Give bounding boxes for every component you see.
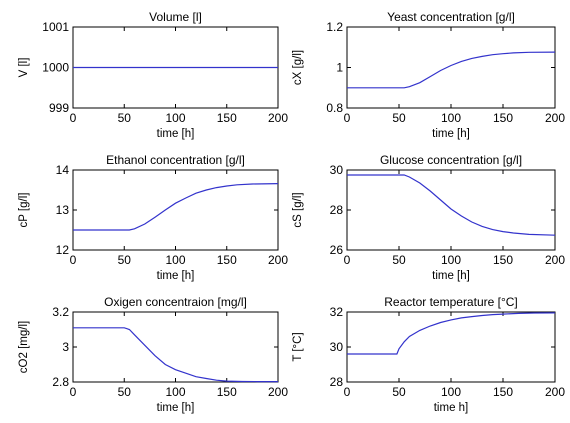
x-tick-label: 50 <box>118 111 132 125</box>
x-tick-label: 100 <box>165 385 185 399</box>
plot-area <box>346 169 556 251</box>
y-axis-label: T [°C] <box>292 332 304 361</box>
y-tick-label: 28 <box>330 203 344 217</box>
chart-panel: 0 50 100 150 200 26 28 30 Glucose concentration … <box>292 153 565 282</box>
x-tick-label: 0 <box>344 385 351 399</box>
x-tick-label: 150 <box>217 111 237 125</box>
y-tick-label: 3.2 <box>52 305 69 319</box>
x-tick-label: 50 <box>392 253 406 267</box>
chart-panel: 0 50 100 150 200 999 1000 1001 Volume [l] time [h… <box>18 10 288 140</box>
chart-title: Volume [l] <box>149 10 202 24</box>
series-line <box>347 174 556 236</box>
series-line <box>73 327 278 383</box>
plot-area <box>72 311 279 383</box>
x-tick-label: 150 <box>217 385 237 399</box>
y-tick-label: 2.8 <box>52 375 69 389</box>
y-axis-label: cX [g/l] <box>292 50 304 85</box>
x-tick-label: 100 <box>165 111 185 125</box>
y-tick-label: 999 <box>49 101 69 115</box>
chart-title: Yeast concentration [g/l] <box>387 10 515 24</box>
x-tick-label: 100 <box>441 111 461 125</box>
x-tick-label: 0 <box>70 111 77 125</box>
plot-area <box>346 311 556 383</box>
y-tick-label: 3 <box>62 340 69 354</box>
chart-title: Oxigen concentraion [mg/l] <box>104 295 247 309</box>
chart-title: Reactor temperature [°C] <box>384 295 518 309</box>
y-tick-label: 14 <box>56 163 70 177</box>
y-axis-label: cP [g/l] <box>18 193 30 228</box>
x-axis-label: time [h] <box>157 402 195 414</box>
series-line <box>73 183 279 231</box>
x-tick-label: 150 <box>493 385 513 399</box>
x-tick-label: 150 <box>493 111 513 125</box>
y-tick-label: 26 <box>330 243 344 257</box>
x-axis-label: time [h] <box>432 128 470 140</box>
x-tick-label: 50 <box>118 253 132 267</box>
y-axis-label: cO2 [mg/l] <box>18 321 30 373</box>
x-tick-label: 150 <box>217 253 237 267</box>
x-tick-label: 200 <box>545 253 565 267</box>
x-tick-label: 200 <box>545 385 565 399</box>
series-line <box>347 51 556 89</box>
y-axis-label: cS [g/l] <box>292 192 304 227</box>
x-tick-label: 200 <box>268 111 288 125</box>
x-axis-label: time [h] <box>157 270 195 282</box>
y-tick-label: 12 <box>56 243 70 257</box>
y-tick-label: 28 <box>330 375 344 389</box>
y-tick-label: 1 <box>336 61 343 75</box>
chart-title: Ethanol concentration [g/l] <box>106 153 245 167</box>
x-tick-label: 50 <box>118 385 132 399</box>
chart-panel: 0 50 100 150 200 28 30 32 Reactor temperature [°… <box>292 295 565 414</box>
x-tick-label: 0 <box>70 253 77 267</box>
chart-panel: 0 50 100 150 200 0.8 1 1.2 Yeast concentration [… <box>292 10 565 140</box>
y-tick-label: 1000 <box>42 61 69 75</box>
y-tick-label: 1.2 <box>326 20 343 34</box>
x-tick-label: 0 <box>344 253 351 267</box>
plot-area <box>72 169 279 251</box>
x-tick-label: 200 <box>268 253 288 267</box>
x-axis-label: time [h] <box>157 128 195 140</box>
series-line <box>347 312 556 355</box>
x-tick-label: 100 <box>441 385 461 399</box>
chart-panel: 0 50 100 150 200 2.8 3 3.2 Oxigen concentraion [… <box>18 295 288 414</box>
x-tick-label: 0 <box>344 111 351 125</box>
y-axis-label: V [l] <box>18 58 30 78</box>
x-tick-label: 100 <box>165 253 185 267</box>
x-tick-label: 50 <box>392 385 406 399</box>
x-tick-label: 200 <box>545 111 565 125</box>
x-axis-label: time [h] <box>432 270 470 282</box>
x-tick-label: 200 <box>268 385 288 399</box>
y-tick-label: 0.8 <box>326 101 343 115</box>
x-tick-label: 150 <box>493 253 513 267</box>
y-tick-label: 32 <box>330 305 344 319</box>
chart-panel: 0 50 100 150 200 12 13 14 Ethanol concentration … <box>18 153 288 282</box>
chart-title: Glucose concentration [g/l] <box>380 153 522 167</box>
x-tick-label: 100 <box>441 253 461 267</box>
y-tick-label: 30 <box>330 163 344 177</box>
y-tick-label: 13 <box>56 203 70 217</box>
y-tick-label: 1001 <box>42 20 69 34</box>
x-tick-label: 0 <box>70 385 77 399</box>
y-tick-label: 30 <box>330 340 344 354</box>
x-tick-label: 50 <box>392 111 406 125</box>
plot-area <box>346 26 556 109</box>
x-axis-label: time h] <box>434 402 469 414</box>
